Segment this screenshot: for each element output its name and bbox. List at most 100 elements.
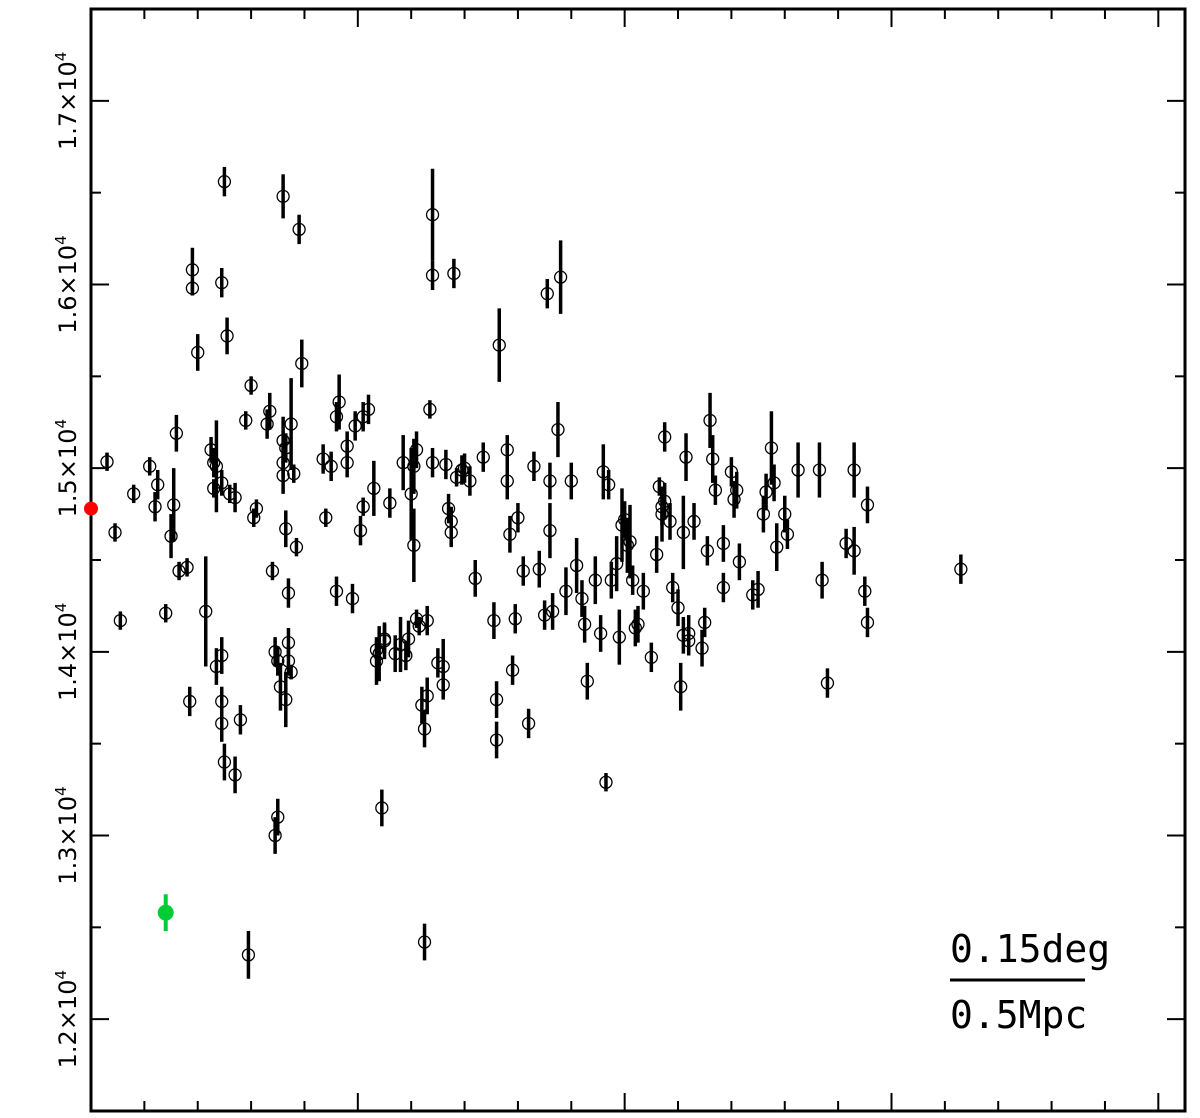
data-point <box>527 459 541 473</box>
data-point <box>183 694 197 709</box>
data-point <box>489 692 504 707</box>
data-point <box>241 948 256 962</box>
data-point <box>631 617 645 631</box>
data-point <box>444 514 458 529</box>
data-point <box>409 443 424 457</box>
data-point <box>167 498 181 512</box>
data-point <box>516 564 530 578</box>
data-point <box>108 525 122 540</box>
data-point <box>540 287 554 301</box>
data-point <box>610 557 624 571</box>
data-point <box>820 676 835 690</box>
data-point <box>319 511 333 525</box>
data-point <box>543 523 557 538</box>
data-point <box>100 455 114 469</box>
data-point <box>375 801 389 815</box>
data-point <box>284 417 298 431</box>
data-point <box>599 775 613 789</box>
y-tick-exponent: 4 <box>52 419 70 429</box>
data-point <box>569 558 584 573</box>
data-point <box>593 626 608 641</box>
data-point <box>559 584 573 598</box>
data-point <box>273 680 288 694</box>
data-point <box>756 507 771 521</box>
data-point <box>655 507 669 521</box>
data-point <box>532 562 546 576</box>
data-point <box>209 459 224 473</box>
data-point <box>425 208 440 222</box>
data-point <box>623 534 637 549</box>
data-point <box>247 511 261 525</box>
data-point <box>708 483 723 497</box>
scale-bar-bottom-text: 0.5Mpc <box>950 993 1087 1037</box>
data-point <box>367 481 381 496</box>
data-point <box>815 573 829 587</box>
data-point <box>508 612 522 626</box>
data-point <box>425 268 440 282</box>
data-point <box>505 663 520 677</box>
y-tick-mantissa: 1.4×10 <box>54 612 82 701</box>
data-point <box>287 467 301 481</box>
data-point <box>332 395 346 409</box>
data-point <box>228 490 242 505</box>
data-point <box>716 536 731 551</box>
data-point <box>601 478 616 492</box>
data-point <box>407 538 421 552</box>
data-point <box>463 474 477 488</box>
data-point <box>644 650 658 664</box>
data-point <box>348 419 362 433</box>
data-point <box>679 450 693 464</box>
data-point <box>847 463 861 477</box>
data-point <box>279 441 293 455</box>
data-point <box>698 615 712 630</box>
data-point <box>468 571 482 586</box>
data-point <box>356 500 370 514</box>
data-point <box>492 338 506 352</box>
data-point <box>778 507 792 521</box>
data-point <box>113 613 128 628</box>
highlight-point <box>157 904 174 921</box>
data-point <box>271 810 285 824</box>
data-point <box>545 604 560 619</box>
data-point <box>812 463 827 477</box>
data-point <box>340 456 354 470</box>
data-point <box>295 356 309 371</box>
y-tick-labels: 1.2×1041.3×1041.4×1041.5×1041.6×1041.7×1… <box>52 52 82 1069</box>
y-tick-mantissa: 1.5×10 <box>54 429 82 518</box>
data-point <box>500 474 514 488</box>
data-point <box>417 935 432 949</box>
data-point <box>703 413 717 428</box>
data-point <box>401 632 416 646</box>
data-point <box>671 601 685 615</box>
data-point <box>476 450 490 464</box>
data-point <box>543 474 557 488</box>
data-point <box>361 402 376 417</box>
data-point <box>215 276 229 290</box>
data-point <box>377 634 392 648</box>
data-point <box>215 716 229 731</box>
data-point <box>215 694 229 709</box>
data-point <box>239 413 253 428</box>
highlight-markers <box>84 501 174 932</box>
data-point <box>577 617 592 631</box>
data-point <box>289 540 304 554</box>
data-point <box>185 281 200 295</box>
data-point <box>185 263 200 277</box>
data-point <box>700 544 715 558</box>
y-tick-exponent: 4 <box>52 603 70 613</box>
data-point <box>249 501 264 516</box>
highlight-point <box>84 501 98 516</box>
data-point <box>383 496 397 510</box>
data-point <box>658 430 672 444</box>
data-point <box>636 584 650 598</box>
data-point <box>271 654 285 668</box>
data-point <box>369 643 384 657</box>
data-point <box>455 463 469 477</box>
data-point <box>215 648 229 663</box>
scale-bar-top-text: 0.15deg <box>950 927 1110 971</box>
data-point <box>268 645 282 659</box>
data-point <box>751 582 765 597</box>
data-point <box>215 476 229 490</box>
data-point <box>727 492 741 507</box>
data-point <box>716 580 731 595</box>
